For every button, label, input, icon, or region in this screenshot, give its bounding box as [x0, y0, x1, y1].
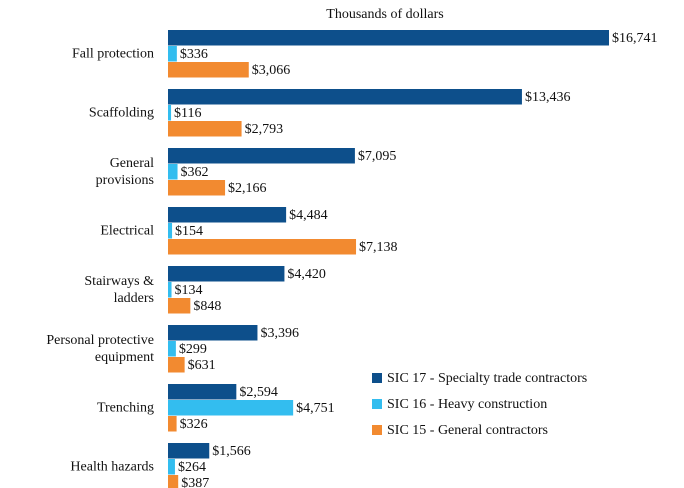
value-label: $3,396	[260, 326, 299, 341]
category-label: General provisions	[95, 156, 154, 188]
bar	[168, 384, 237, 400]
value-label: $3,066	[252, 63, 291, 78]
value-label: $387	[181, 476, 209, 488]
legend-swatch	[372, 399, 382, 409]
bar	[168, 341, 176, 357]
bar	[168, 180, 226, 196]
value-label: $154	[175, 224, 203, 239]
bar	[168, 459, 175, 475]
value-label: $4,484	[289, 208, 328, 223]
bar	[168, 105, 172, 121]
legend-label: SIC 17 - Specialty trade contractors	[387, 371, 587, 386]
value-label: $7,095	[358, 149, 397, 164]
bar	[168, 207, 287, 223]
value-label: $2,793	[245, 122, 284, 137]
bar	[168, 164, 178, 180]
bar	[168, 89, 522, 105]
value-label: $16,741	[612, 31, 658, 46]
value-label: $631	[188, 358, 216, 373]
bar	[168, 443, 210, 459]
bar	[168, 416, 177, 432]
value-label: $1,566	[212, 444, 251, 459]
value-label: $4,420	[287, 267, 326, 282]
value-label: $326	[180, 417, 208, 432]
legend-swatch	[372, 373, 382, 383]
bar	[168, 30, 609, 46]
legend-swatch	[372, 425, 382, 435]
value-label: $134	[175, 283, 203, 298]
bar	[168, 239, 357, 255]
chart-title: Thousands of dollars	[326, 7, 443, 22]
value-label: $264	[178, 460, 206, 475]
bar	[168, 325, 258, 341]
category-label: Fall protection	[71, 46, 154, 62]
value-label: $7,138	[359, 240, 398, 255]
category-label: Personal protective equipment	[46, 333, 154, 365]
bar	[168, 282, 172, 298]
bar	[168, 62, 249, 78]
value-label: $299	[179, 342, 207, 357]
value-label: $2,166	[228, 181, 266, 196]
bar	[168, 46, 177, 62]
value-label: $848	[193, 299, 221, 314]
category-label: Stairways & ladders	[84, 274, 154, 306]
bar	[168, 400, 294, 416]
category-label: Health hazards	[70, 459, 154, 475]
bar	[168, 475, 179, 488]
value-label: $4,751	[296, 401, 335, 416]
bar	[168, 298, 191, 314]
bar	[168, 266, 285, 282]
value-label: $116	[174, 106, 201, 121]
legend-label: SIC 15 - General contractors	[387, 423, 548, 438]
value-label: $336	[180, 47, 208, 62]
bar	[168, 223, 173, 239]
legend-label: SIC 16 - Heavy construction	[387, 397, 547, 412]
category-label: Electrical	[100, 223, 154, 239]
value-label: $2,594	[239, 385, 277, 400]
bar	[168, 148, 355, 164]
bar	[168, 357, 185, 373]
category-label: Trenching	[96, 400, 154, 416]
value-label: $13,436	[525, 90, 571, 105]
bar	[168, 121, 242, 137]
category-label: Scaffolding	[88, 105, 154, 121]
value-label: $362	[181, 165, 209, 180]
